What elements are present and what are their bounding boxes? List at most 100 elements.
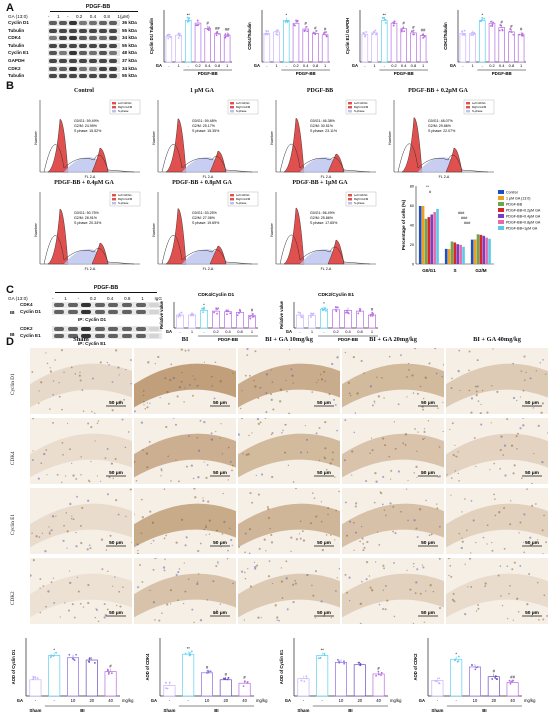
nucleus — [400, 510, 402, 513]
data-point — [206, 672, 208, 674]
data-point — [358, 309, 361, 312]
data-point — [300, 679, 303, 682]
nucleus — [353, 549, 355, 551]
nucleus — [160, 468, 163, 471]
nucleus — [468, 350, 471, 353]
nucleus — [311, 492, 314, 494]
nucleus — [302, 539, 306, 542]
nucleus — [129, 359, 132, 362]
nucleus — [31, 370, 34, 373]
nucleus — [470, 397, 474, 400]
data-point — [251, 315, 254, 318]
unit-label: mg/kg — [390, 698, 402, 703]
cell-cycle-stat: G2/M: 24.99% — [74, 124, 98, 128]
nucleus — [336, 356, 339, 359]
nucleus — [220, 423, 222, 425]
data-point — [509, 28, 512, 31]
nucleus — [423, 430, 426, 434]
nucleus — [413, 348, 417, 350]
nucleus — [523, 541, 525, 543]
nucleus — [382, 437, 385, 440]
nucleus — [142, 400, 145, 403]
group-label: BI — [214, 708, 218, 713]
nucleus — [470, 552, 472, 554]
nucleus — [510, 444, 514, 447]
nucleus — [136, 543, 139, 546]
nucleus — [212, 580, 215, 583]
nucleus — [257, 397, 260, 400]
lane-label: IgG — [154, 296, 162, 301]
bar — [356, 310, 364, 329]
nucleus — [292, 583, 295, 586]
nucleus — [306, 451, 309, 454]
nucleus — [257, 616, 260, 619]
nucleus — [299, 537, 302, 540]
nucleus — [489, 468, 491, 471]
data-point — [490, 24, 492, 27]
nucleus — [476, 359, 479, 362]
data-point — [164, 681, 167, 684]
nucleus — [215, 430, 217, 433]
data-point — [345, 309, 348, 312]
cell-cycle-stat: S phase: 15.35% — [192, 129, 220, 133]
blot-band — [49, 74, 57, 79]
data-point — [110, 672, 113, 675]
nucleus — [207, 500, 210, 503]
vessel-wall — [446, 503, 548, 548]
tick-label: 0.8 — [411, 63, 417, 68]
nucleus — [542, 359, 544, 361]
data-point — [463, 29, 466, 32]
legend-swatch — [230, 106, 234, 109]
bar — [430, 214, 434, 264]
nucleus — [208, 519, 211, 522]
scale-label: 50 μm — [421, 610, 435, 616]
tissue-background — [446, 348, 548, 414]
nucleus — [491, 385, 493, 387]
data-point — [309, 314, 312, 317]
nucleus — [187, 578, 190, 581]
tick-label: 0.2 — [213, 329, 219, 334]
data-point — [495, 678, 498, 680]
group-label: PDGF-BB — [296, 71, 316, 76]
nucleus — [438, 525, 441, 528]
data-point — [499, 24, 502, 27]
nucleus — [118, 374, 120, 376]
data-point — [372, 30, 375, 33]
nucleus — [368, 575, 371, 577]
data-point — [285, 19, 288, 22]
nucleus — [543, 514, 545, 517]
nucleus — [163, 488, 166, 490]
blot-band — [54, 327, 64, 331]
blot-band — [49, 28, 57, 33]
nucleus — [40, 381, 43, 384]
nucleus — [330, 617, 333, 619]
y-axis-label: AOD of CDK2 — [413, 653, 418, 681]
data-point — [359, 664, 361, 666]
nucleus — [373, 501, 376, 504]
nucleus — [180, 518, 184, 521]
nucleus — [121, 418, 124, 421]
vessel-wall — [446, 573, 548, 618]
significance-mark: ### — [464, 221, 471, 225]
data-point — [315, 29, 318, 32]
nucleus — [148, 440, 151, 443]
nucleus — [193, 488, 196, 490]
nucleus — [141, 516, 144, 519]
nucleus — [66, 422, 69, 424]
significance-mark: ## — [510, 674, 515, 679]
tissue-background — [446, 558, 548, 624]
nucleus — [479, 412, 482, 414]
cell-cycle-stat: G0/G1: 56.49% — [310, 211, 336, 215]
data-point — [310, 312, 312, 315]
protein-label: CDK4 — [8, 35, 21, 41]
tick-label: - — [169, 698, 171, 703]
scale-label: 50 μm — [525, 470, 539, 476]
y-axis-label: AOD of CDK4 — [145, 653, 150, 681]
nucleus — [254, 350, 257, 353]
nucleus — [384, 608, 387, 611]
data-point — [323, 308, 326, 311]
data-point — [336, 658, 339, 661]
nucleus — [458, 349, 461, 352]
nucleus — [448, 574, 450, 577]
y-tick-label: 0 — [412, 263, 414, 267]
